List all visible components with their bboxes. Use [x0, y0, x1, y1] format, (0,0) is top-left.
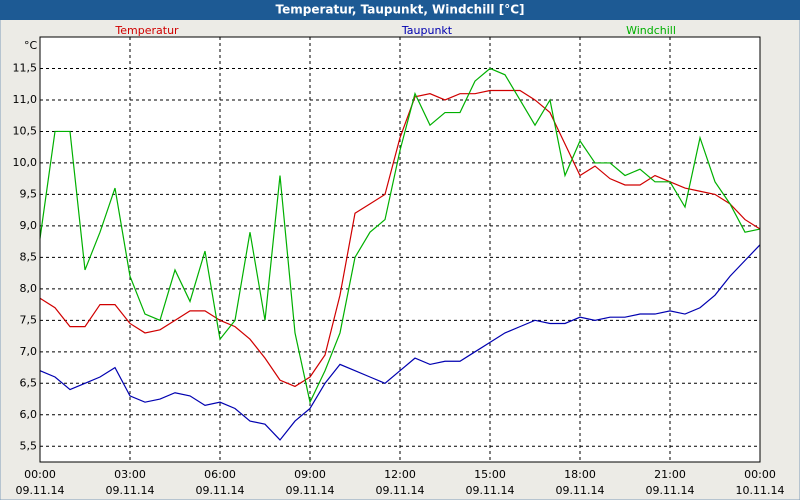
- x-tick-label: 03:00: [114, 468, 146, 481]
- x-tick-date: 09.11.14: [106, 484, 155, 497]
- x-tick-label: 15:00: [474, 468, 506, 481]
- y-tick-label: 7,5: [20, 313, 38, 326]
- x-tick-label: 18:00: [564, 468, 596, 481]
- x-tick-label: 12:00: [384, 468, 416, 481]
- x-tick-date: 09.11.14: [376, 484, 425, 497]
- y-unit: °C: [24, 39, 38, 52]
- x-tick-date: 09.11.14: [466, 484, 515, 497]
- y-tick-label: 11,5: [13, 61, 38, 74]
- series-line: [39, 244, 761, 441]
- y-tick-label: 10,5: [13, 124, 38, 137]
- x-tick-date: 09.11.14: [286, 484, 335, 497]
- y-tick-label: 7,0: [20, 345, 38, 358]
- legend-entry: Taupunkt: [401, 24, 453, 37]
- y-tick-label: 9,5: [20, 187, 38, 200]
- x-tick-label: 21:00: [654, 468, 686, 481]
- x-tick-label: 06:00: [204, 468, 236, 481]
- y-tick-label: 9,0: [20, 219, 38, 232]
- x-tick-label: 00:00: [744, 468, 776, 481]
- y-tick-label: 11,0: [13, 93, 38, 106]
- series-line: [39, 67, 761, 405]
- chart-title: Temperatur, Taupunkt, Windchill [°C]: [276, 3, 525, 17]
- x-tick-date: 10.11.14: [736, 484, 785, 497]
- y-tick-label: 8,0: [20, 282, 38, 295]
- x-tick-label: 09:00: [294, 468, 326, 481]
- legend-entry: Windchill: [626, 24, 676, 37]
- x-tick-date: 09.11.14: [16, 484, 65, 497]
- y-tick-label: 8,5: [20, 250, 38, 263]
- plot-border: [39, 36, 761, 463]
- y-tick-label: 5,5: [20, 439, 38, 452]
- x-tick-label: 00:00: [24, 468, 56, 481]
- x-tick-date: 09.11.14: [196, 484, 245, 497]
- y-tick-label: 10,0: [13, 156, 38, 169]
- y-tick-label: 6,5: [20, 376, 38, 389]
- legend-entry: Temperatur: [114, 24, 179, 37]
- title-bar: [0, 0, 800, 20]
- x-tick-date: 09.11.14: [646, 484, 695, 497]
- x-tick-date: 09.11.14: [556, 484, 605, 497]
- series-line: [39, 89, 761, 388]
- y-tick-label: 6,0: [20, 408, 38, 421]
